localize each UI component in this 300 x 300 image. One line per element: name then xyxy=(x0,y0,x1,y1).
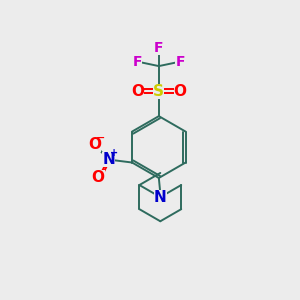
Text: N: N xyxy=(154,190,167,205)
Text: O: O xyxy=(92,170,105,185)
Text: N: N xyxy=(102,152,115,167)
Text: −: − xyxy=(96,133,106,143)
Text: F: F xyxy=(133,55,142,69)
Text: S: S xyxy=(153,84,164,99)
Text: O: O xyxy=(173,84,187,99)
Text: O: O xyxy=(131,84,144,99)
Text: F: F xyxy=(154,41,164,55)
Text: O: O xyxy=(88,137,101,152)
Text: F: F xyxy=(175,55,185,69)
Text: +: + xyxy=(110,148,118,158)
